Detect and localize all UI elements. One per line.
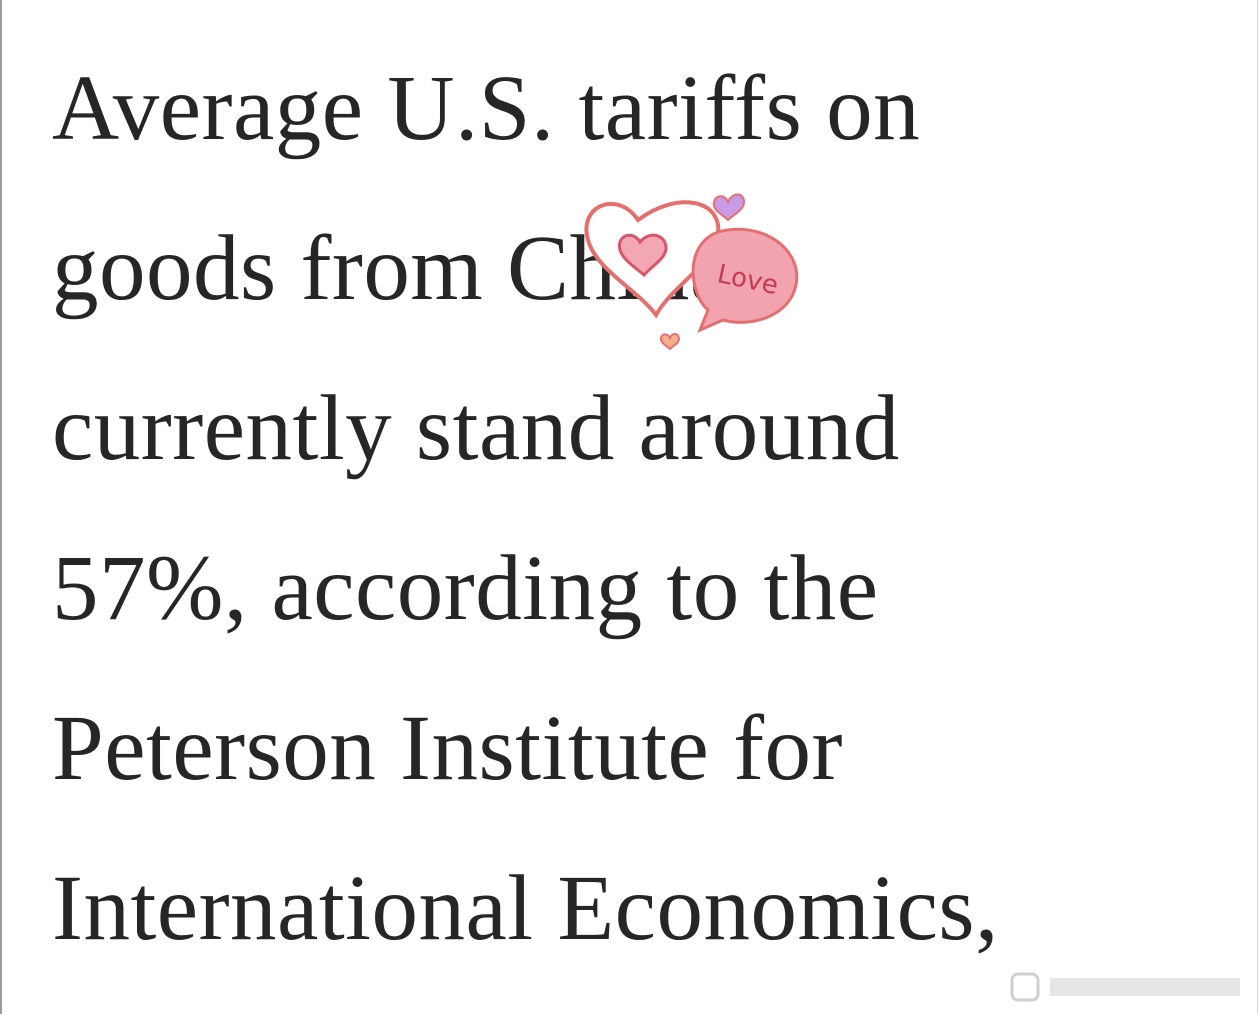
speech-bubble bbox=[691, 227, 799, 333]
text-line: Average U.S. tariffs on bbox=[52, 57, 921, 160]
text-line: 57%, according to the bbox=[52, 537, 879, 640]
love-sticker: Love bbox=[584, 193, 799, 351]
text-line: currently stand around bbox=[52, 377, 900, 480]
watermark-bar bbox=[1050, 978, 1240, 996]
heart-purple bbox=[712, 193, 746, 222]
watermark bbox=[1010, 972, 1240, 1002]
heart-orange bbox=[659, 333, 681, 351]
text-line: International Economics, bbox=[52, 857, 999, 960]
text-line: Peterson Institute for bbox=[52, 697, 844, 800]
watermark-logo bbox=[1010, 972, 1040, 1002]
heart-small bbox=[617, 233, 668, 278]
